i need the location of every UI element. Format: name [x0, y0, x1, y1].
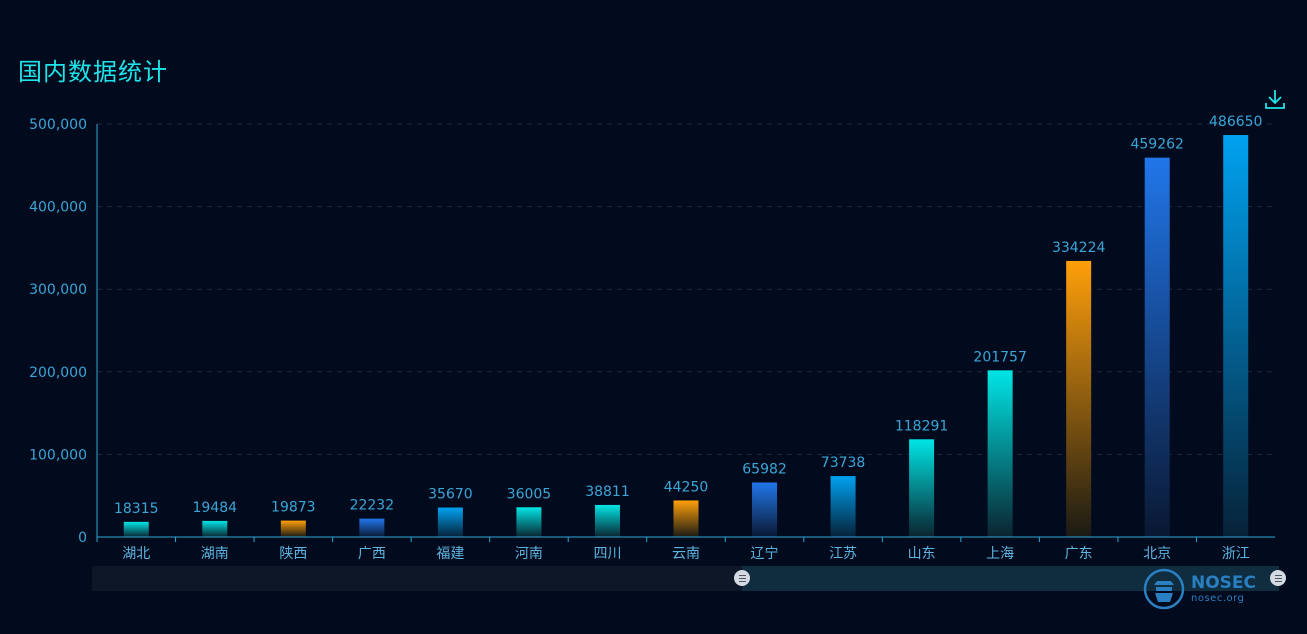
bar: [280, 520, 306, 537]
x-tick-label: 河南: [515, 546, 543, 562]
y-tick-label: 500,000: [29, 117, 87, 133]
data-label: 118291: [895, 418, 948, 434]
y-tick-label: 100,000: [29, 447, 87, 463]
y-tick-label: 400,000: [29, 200, 87, 216]
bar: [359, 518, 385, 537]
logo-url: nosec.org: [1191, 592, 1245, 604]
data-label: 38811: [585, 484, 630, 500]
y-tick-label: 200,000: [29, 365, 87, 381]
x-tick-label: 江苏: [829, 546, 857, 562]
data-zoom-handle-start[interactable]: [734, 570, 750, 586]
data-label: 22232: [350, 498, 395, 514]
data-label: 201757: [973, 349, 1026, 365]
data-label: 459262: [1130, 137, 1183, 153]
y-tick-label: 300,000: [29, 282, 87, 298]
data-label: 65982: [742, 461, 787, 477]
x-tick-label: 辽宁: [751, 545, 779, 562]
nosec-logo-icon: [1143, 568, 1185, 610]
bar: [437, 507, 463, 537]
bar: [1066, 260, 1092, 537]
x-tick-label: 山东: [908, 546, 936, 562]
bar: [594, 504, 620, 537]
x-tick-label: 上海: [986, 546, 1014, 562]
bar: [1144, 157, 1170, 537]
data-label: 334224: [1052, 240, 1106, 256]
x-tick-label: 福建: [436, 546, 464, 562]
x-tick-label: 广西: [358, 546, 386, 562]
logo-name: NOSEC: [1191, 572, 1257, 593]
x-tick-label: 浙江: [1222, 546, 1250, 562]
x-tick-label: 四川: [593, 546, 621, 562]
download-icon[interactable]: [1264, 88, 1286, 110]
x-tick-label: 北京: [1143, 546, 1171, 562]
bar: [673, 500, 699, 537]
data-label: 44250: [664, 479, 709, 495]
chart-title: 国内数据统计: [18, 58, 168, 86]
x-tick-label: 云南: [672, 546, 700, 562]
x-tick-label: 陕西: [279, 546, 307, 562]
bar: [202, 520, 228, 537]
x-tick-label: 湖南: [201, 546, 229, 562]
data-label: 18315: [114, 501, 159, 517]
bar: [987, 370, 1013, 537]
bar: [1223, 135, 1249, 537]
bar: [123, 521, 149, 537]
data-label: 19873: [271, 500, 316, 516]
x-tick-label: 湖北: [122, 546, 150, 562]
data-label: 73738: [821, 455, 866, 471]
data-zoom-window[interactable]: [742, 566, 1279, 591]
nosec-logo: NOSEC nosec.org: [1143, 566, 1263, 612]
bar: [752, 482, 778, 537]
data-label: 35670: [428, 487, 473, 503]
data-zoom-handle-end[interactable]: [1270, 570, 1286, 586]
x-tick-label: 广东: [1065, 546, 1093, 562]
data-label: 486650: [1209, 114, 1262, 130]
bar: [516, 507, 542, 537]
bar: [909, 439, 935, 537]
data-label: 36005: [507, 486, 552, 502]
bar: [830, 476, 856, 537]
y-tick-label: 0: [78, 530, 87, 546]
data-label: 19484: [193, 500, 238, 516]
